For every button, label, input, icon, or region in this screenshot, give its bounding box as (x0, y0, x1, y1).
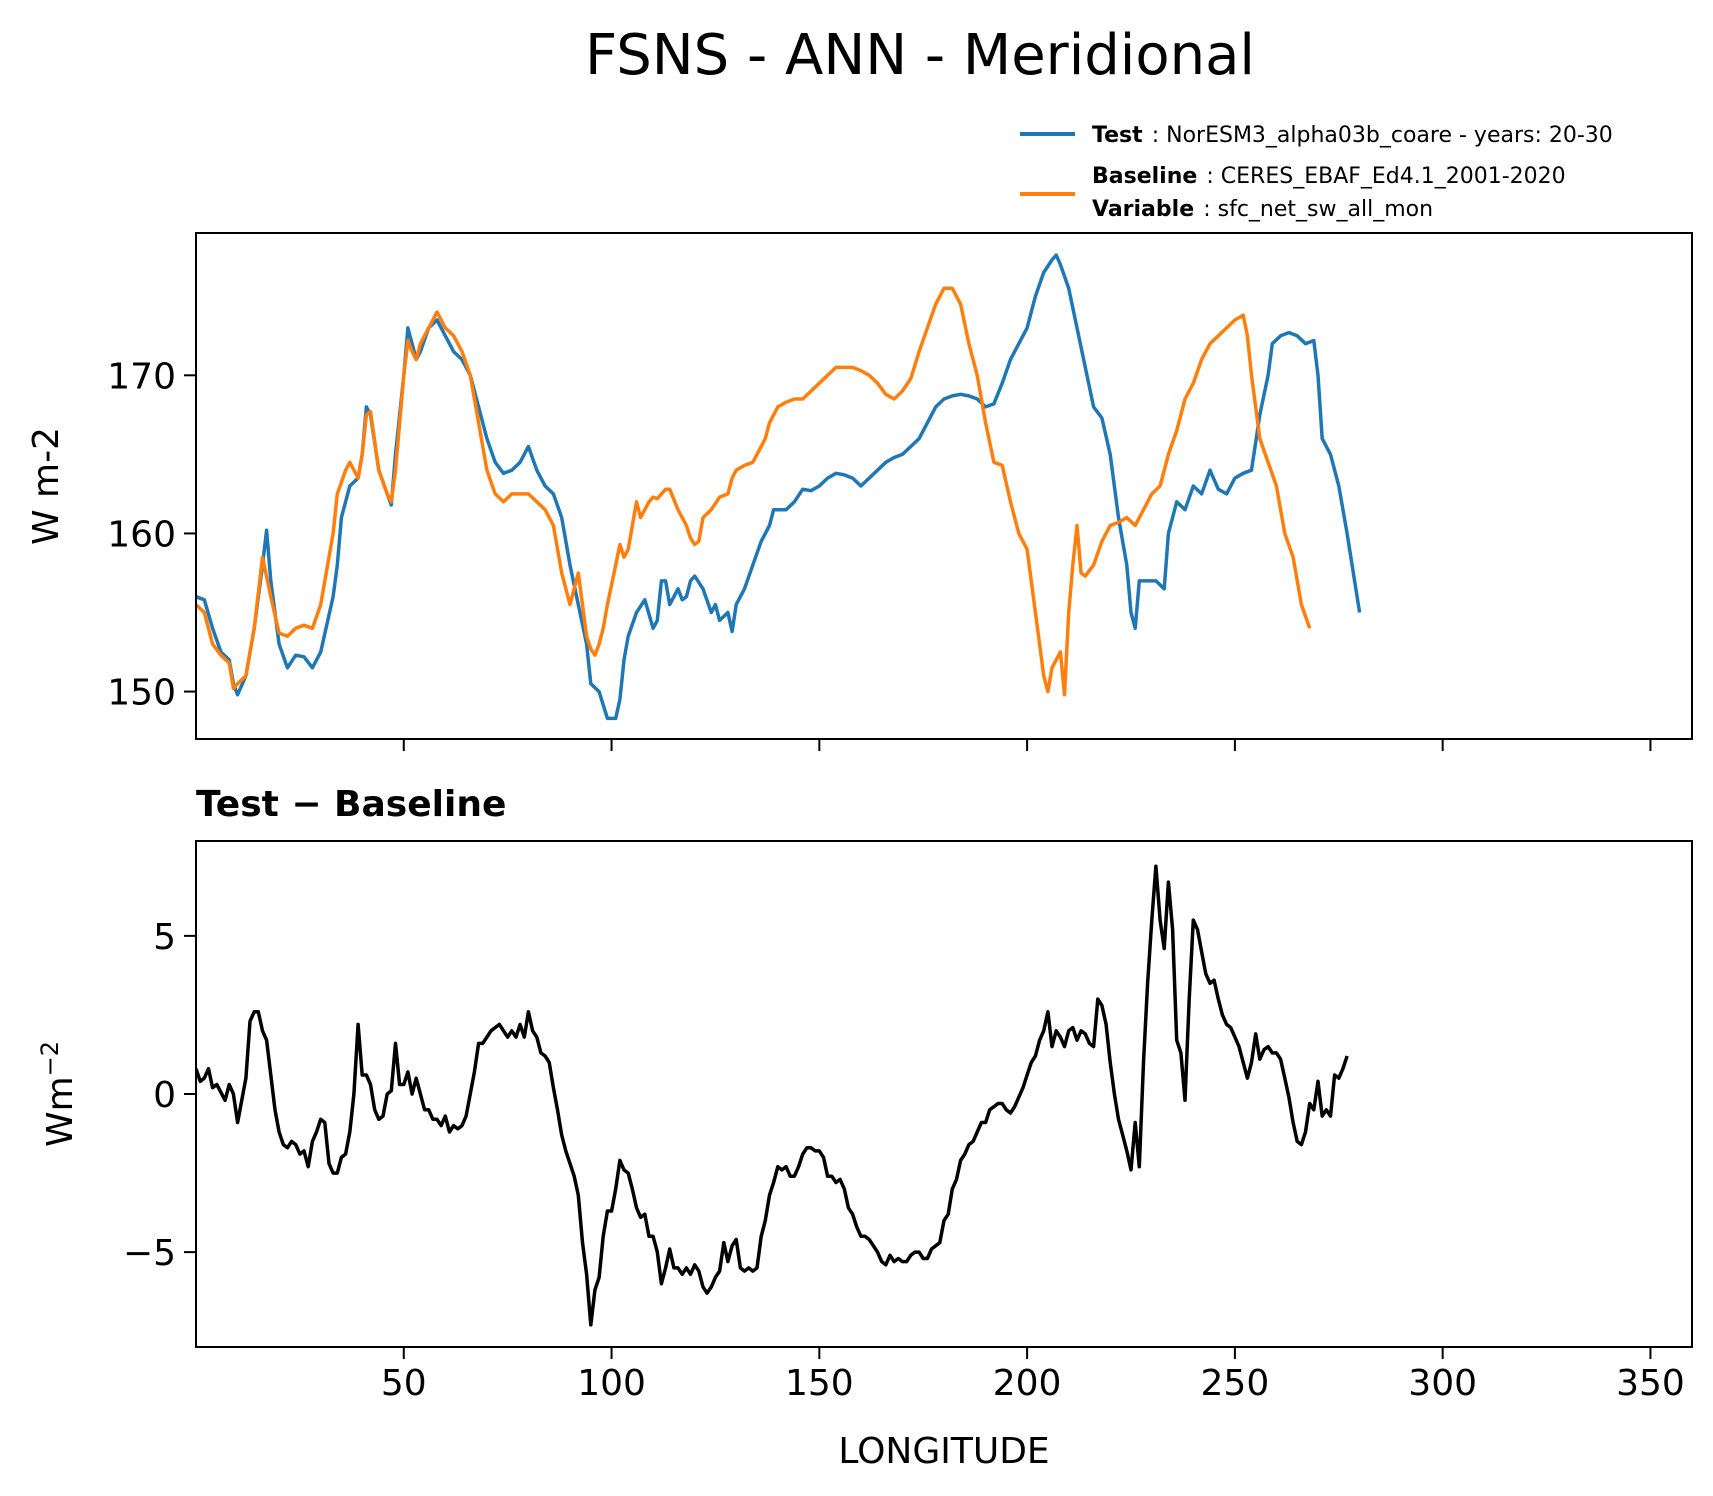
top-series-line-test (196, 253, 1362, 721)
bottom-x-tick-label: 200 (993, 1363, 1062, 1404)
bottom-y-label-sup: −2 (36, 1041, 64, 1076)
legend: Test : NorESM3_alpha03b_coare - years: 2… (1020, 123, 1613, 222)
bottom-plot-area: 50 100 150 200 250 300 350 −5 0 5 (123, 864, 1685, 1404)
bottom-x-tick-label: 250 (1201, 1363, 1270, 1404)
top-axes-frame (195, 232, 1693, 740)
top-y-tick-label: 150 (107, 673, 176, 714)
bottom-y-axis-label: Wm−2 (36, 1041, 81, 1147)
svg-text:Variable : sfc_net_sw_al: Variable : sfc_net_sw_all_mon (1092, 197, 1433, 222)
legend-variable-text: : sfc_net_sw_all_mon (1203, 197, 1433, 222)
bottom-y-tick-label: 5 (153, 917, 176, 958)
bottom-y-tick-label: −5 (123, 1233, 176, 1274)
bottom-x-tick-label: 50 (381, 1363, 427, 1404)
bottom-x-tick-label: 300 (1408, 1363, 1477, 1404)
top-y-tick-label: 160 (107, 514, 176, 555)
bottom-y-tick-label: 0 (153, 1075, 176, 1116)
bottom-subtitle: Test − Baseline (196, 784, 506, 825)
bottom-panel: Test − Baseline 50 100 150 200 250 300 350−505… (36, 784, 1693, 1472)
top-panel: 150 160 170 W m-2 (26, 232, 1693, 751)
top-y-axis-label: W m-2 (26, 427, 67, 545)
top-series-line-baseline (196, 286, 1312, 697)
bottom-y-label-main: Wm (40, 1076, 81, 1147)
legend-baseline-bold: Baseline (1092, 164, 1197, 189)
legend-test-bold: Test (1092, 123, 1143, 148)
legend-variable-bold: Variable (1092, 197, 1194, 222)
bottom-x-tick-label: 100 (577, 1363, 646, 1404)
bottom-axes-frame (195, 840, 1693, 1348)
svg-text:Baseline : CERES_EBAF_Ed: Baseline : CERES_EBAF_Ed4.1_2001-2020 (1092, 164, 1566, 189)
x-axis-label: LONGITUDE (838, 1431, 1049, 1472)
top-plot-area: 150 160 170 (107, 253, 1652, 751)
bottom-x-tick-label: 350 (1616, 1363, 1685, 1404)
bottom-series-line-difference (196, 864, 1349, 1327)
top-y-tick-label: 170 (107, 356, 176, 397)
svg-text:Test : NorESM3_alpha03b_: Test : NorESM3_alpha03b_coare - years: 2… (1092, 123, 1613, 148)
legend-test-text: : NorESM3_alpha03b_coare - years: 20-30 (1152, 123, 1613, 148)
bottom-x-tick-label: 150 (785, 1363, 854, 1404)
chart-title: FSNS - ANN - Meridional (585, 23, 1255, 88)
legend-baseline-text: : CERES_EBAF_Ed4.1_2001-2020 (1206, 164, 1565, 189)
